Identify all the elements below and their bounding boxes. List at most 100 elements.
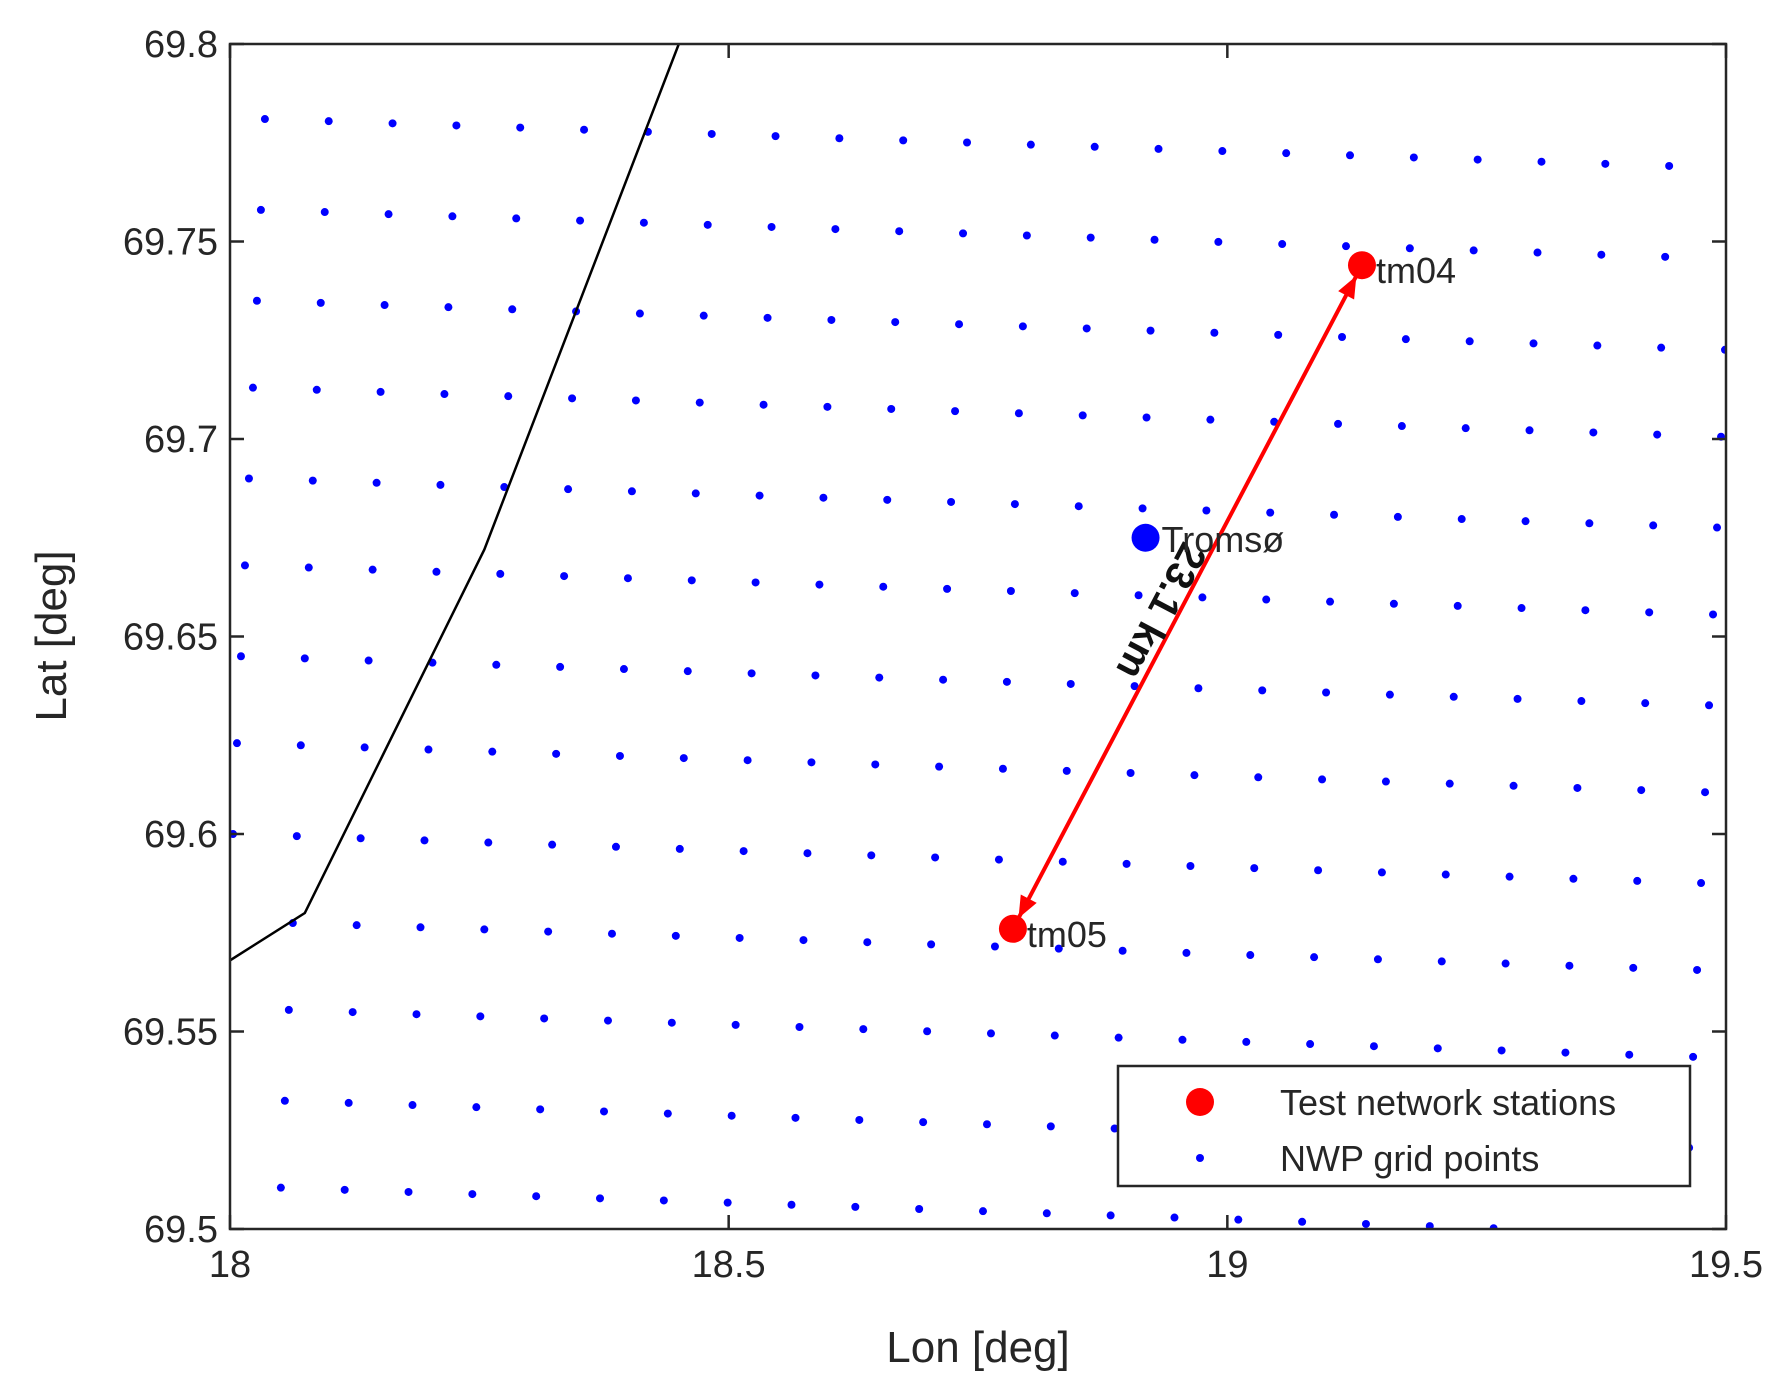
grid-point [260,115,269,124]
grid-point [1453,601,1462,610]
grid-point [795,1022,804,1031]
grid-point [1062,766,1071,775]
grid-point [611,842,620,851]
grid-point [1270,417,1279,426]
grid-point [1517,604,1526,613]
grid-point [1130,682,1139,691]
grid-point [324,117,333,126]
grid-point [1569,874,1578,883]
grid-point [978,1207,987,1216]
grid-point [424,745,433,754]
grid-point [1577,697,1586,706]
grid-point [923,1027,932,1036]
y-axis-label: Lat [deg] [27,550,76,721]
grid-point [1010,500,1019,509]
grid-point [815,580,824,589]
grid-point [835,134,844,143]
grid-point [631,396,640,405]
grid-point [452,121,461,130]
grid-point [1565,961,1574,970]
station-markers: Tromsø tm04 tm05 [998,250,1456,955]
grid-point [1701,788,1710,797]
grid-point [1110,1124,1119,1133]
grid-point [1054,944,1063,953]
grid-point [1106,1211,1115,1220]
grid-point [1505,872,1514,881]
grid-point [1629,963,1638,972]
grid-point [312,385,321,394]
grid-point [1693,965,1702,974]
grid-point [963,138,972,147]
distance-arrow-line [1015,273,1360,921]
x-tick-label: 19.5 [1689,1244,1763,1286]
grid-point [998,764,1007,773]
grid-point [1014,409,1023,418]
grid-point [548,840,557,849]
grid-point [635,309,644,318]
grid-point [296,741,305,750]
grid-point [376,387,385,396]
grid-point [1521,517,1530,526]
grid-point [1022,231,1031,240]
grid-point [256,205,265,214]
grid-point [607,929,616,938]
y-tick-label: 69.75 [123,222,218,264]
grid-point [300,654,309,663]
grid-point [739,847,748,856]
grid-point [986,1029,995,1038]
y-tick-label: 69.65 [123,617,218,659]
grid-point [404,1187,413,1196]
grid-point [1250,864,1259,873]
grid-point [364,656,373,665]
grid-point [1346,151,1355,160]
grid-point [1194,684,1203,693]
grid-point [1214,237,1223,246]
grid-point [1625,1050,1634,1059]
grid-point [1593,341,1602,350]
grid-point [504,392,513,401]
grid-point [1465,337,1474,346]
grid-point [1326,597,1335,606]
grid-point [1282,149,1291,158]
grid-point [623,574,632,583]
grid-point [691,489,700,498]
grid-point [1078,411,1087,420]
grid-point [1601,159,1610,168]
grid-point [1373,955,1382,964]
grid-point [252,296,261,305]
axis-ticks: 18 18.5 19 19.5 69.5 69.55 69.6 69.65 69.7 69.75 6… [123,24,1763,1286]
grid-point [615,751,624,760]
grid-point [356,834,365,843]
grid-point [1298,1217,1307,1226]
grid-point [899,136,908,145]
grid-point [292,832,301,841]
grid-point [799,936,808,945]
grid-point [472,1103,481,1112]
grid-point [1509,781,1518,790]
grid-point [1653,430,1662,439]
grid-point [703,220,712,229]
grid-point [875,673,884,682]
grid-point [859,1025,868,1034]
x-tick-label: 19 [1206,1244,1248,1286]
grid-point [1242,1037,1251,1046]
grid-point [1306,1040,1315,1049]
grid-point [1146,326,1155,335]
legend-marker [1186,1088,1214,1116]
grid-point [951,407,960,416]
grid-point [747,669,756,678]
grid-point [679,754,688,763]
grid-point [1334,419,1343,428]
grid-point [827,315,836,324]
grid-point [819,493,828,502]
grid-point [1006,586,1015,595]
station-marker [998,914,1027,943]
grid-point [516,123,525,132]
grid-point [372,478,381,487]
grid-point [1018,322,1027,331]
grid-point [1501,959,1510,968]
grid-point [1202,506,1211,515]
grid-point [723,1198,732,1207]
grid-point [596,1194,605,1203]
